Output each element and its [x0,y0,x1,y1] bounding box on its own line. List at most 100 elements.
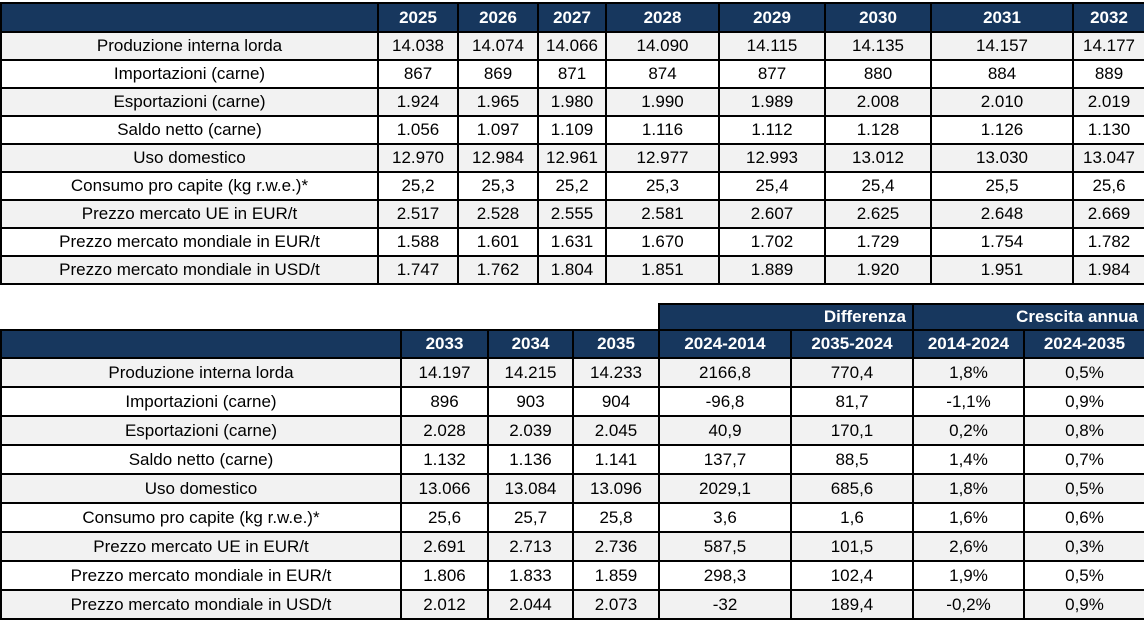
value-cell: 2,6% [912,531,1025,562]
row-label: Esportazioni (carne) [0,87,379,117]
value-cell: 13.096 [572,473,660,504]
value-cell: 1.804 [537,255,607,285]
value-cell: 1.702 [718,227,826,257]
value-cell: 904 [572,386,660,417]
projection-table-2025-2032: 2025 2026 2027 2028 2029 2030 2031 2032 Produzi… [0,2,1144,285]
value-cell: 2.607 [718,199,826,229]
value-cell: 1,4% [912,444,1025,475]
value-cell: 869 [457,59,539,89]
value-cell: 13.066 [400,473,489,504]
value-cell: 14.177 [1072,31,1144,61]
row-label: Saldo netto (carne) [0,444,402,475]
table-row: Saldo netto (carne) 1.132 1.136 1.141 137,7 8… [0,444,1144,475]
value-cell: 1.097 [457,115,539,145]
value-cell: 2.044 [487,589,574,620]
value-cell: 2.073 [572,589,660,620]
row-label: Consumo pro capite (kg r.w.e.)* [0,502,402,533]
group-header-crescita-annua: Crescita annua [911,303,1144,331]
value-cell: 2.008 [824,87,932,117]
value-cell: 25,3 [605,171,720,201]
value-cell: 1.128 [824,115,932,145]
value-cell: 1.924 [377,87,459,117]
value-cell: 25,2 [537,171,607,201]
value-cell: 1.754 [930,227,1074,257]
row-label: Saldo netto (carne) [0,115,379,145]
value-cell: 1.851 [605,255,720,285]
value-cell: 874 [605,59,720,89]
column-header: 2029 [718,2,826,33]
value-cell: 0,9% [1022,386,1144,417]
value-cell: 1.588 [377,227,459,257]
value-cell: 12.970 [377,143,459,173]
value-cell: 2.045 [572,415,660,446]
value-cell: 25,6 [1072,171,1144,201]
table-row: Prezzo mercato mondiale in EUR/t 1.588 1.6… [0,227,1144,257]
value-cell: 2.648 [930,199,1074,229]
column-header: 2035-2024 [790,329,914,359]
value-cell: 2.012 [400,589,489,620]
value-cell: 12.961 [537,143,607,173]
value-cell: 2.669 [1072,199,1144,229]
value-cell: 12.993 [718,143,826,173]
value-cell: 0,3% [1022,531,1144,562]
column-header: 2014-2024 [912,329,1025,359]
column-header: 2035 [572,329,660,359]
value-cell: -1,1% [912,386,1025,417]
value-cell: 1.951 [930,255,1074,285]
value-cell: 1,8% [912,473,1025,504]
value-cell: 14.233 [572,357,660,388]
value-cell: 25,6 [400,502,489,533]
column-header: 2028 [605,2,720,33]
table-row: Produzione interna lorda 14.197 14.215 14.2… [0,357,1144,388]
value-cell: 1.859 [572,560,660,591]
value-cell: 25,3 [457,171,539,201]
year-header-row: 2033 2034 2035 2024-2014 2035-2024 2014-2024 2… [0,329,1144,359]
value-cell: 877 [718,59,826,89]
value-cell: 685,6 [790,473,914,504]
column-header: 2024-2035 [1022,329,1144,359]
value-cell: 189,4 [790,589,914,620]
value-cell: 1.833 [487,560,574,591]
value-cell: 3,6 [658,502,792,533]
value-cell: -32 [658,589,792,620]
value-cell: 2.028 [400,415,489,446]
value-cell: 1.984 [1072,255,1144,285]
table-row: Prezzo mercato UE in EUR/t 2.691 2.713 2.73… [0,531,1144,562]
value-cell: 2.691 [400,531,489,562]
value-cell: 1.601 [457,227,539,257]
value-cell: 0,7% [1022,444,1144,475]
value-cell: 25,5 [930,171,1074,201]
group-header-spacer [1,304,659,330]
table-row: Saldo netto (carne) 1.056 1.097 1.109 1.116 1… [0,115,1144,145]
value-cell: 1.126 [930,115,1074,145]
value-cell: 1.116 [605,115,720,145]
table2-header: Differenza Crescita annua 2033 2034 2035 20… [0,303,1144,359]
value-cell: 0,5% [1022,473,1144,504]
row-label: Prezzo mercato UE in EUR/t [0,531,402,562]
value-cell: 2.010 [930,87,1074,117]
value-cell: -96,8 [658,386,792,417]
value-cell: 14.157 [930,31,1074,61]
table-row: Uso domestico 12.970 12.984 12.961 12.977 12.… [0,143,1144,173]
row-label: Esportazioni (carne) [0,415,402,446]
corner-cell [0,329,402,359]
value-cell: 13.030 [930,143,1074,173]
value-cell: 14.215 [487,357,574,388]
row-label: Importazioni (carne) [0,59,379,89]
column-header: 2031 [930,2,1074,33]
table-row: Consumo pro capite (kg r.w.e.)* 25,6 25,7 2… [0,502,1144,533]
column-header: 2027 [537,2,607,33]
value-cell: 867 [377,59,459,89]
value-cell: 14.038 [377,31,459,61]
value-cell: 2.713 [487,531,574,562]
value-cell: 1.889 [718,255,826,285]
value-cell: 1.670 [605,227,720,257]
row-label: Prezzo mercato UE in EUR/t [0,199,379,229]
value-cell: 1.782 [1072,227,1144,257]
table-row: Importazioni (carne) 867 869 871 874 877 880 88… [0,59,1144,89]
value-cell: -0,2% [912,589,1025,620]
value-cell: 880 [824,59,932,89]
value-cell: 14.135 [824,31,932,61]
value-cell: 2166,8 [658,357,792,388]
